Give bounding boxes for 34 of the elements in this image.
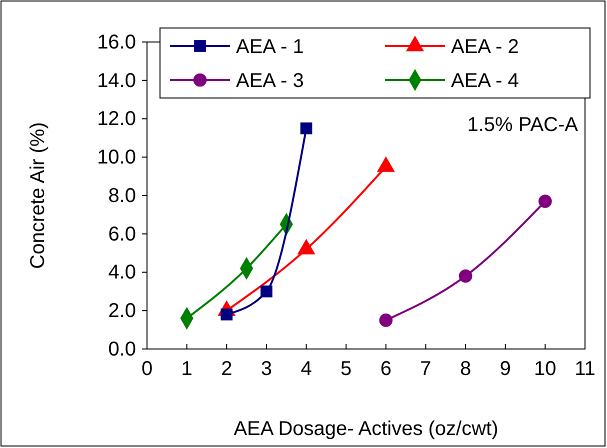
x-tick-label: 6 bbox=[380, 358, 392, 380]
y-tick-label: 10.0 bbox=[97, 146, 136, 169]
x-tick-label: 0 bbox=[141, 358, 153, 380]
x-tick-label: 8 bbox=[460, 358, 472, 380]
legend-label: AEA - 3 bbox=[236, 70, 304, 92]
y-tick-label: 2.0 bbox=[108, 300, 136, 322]
y-tick-label: 14.0 bbox=[97, 70, 136, 92]
y-tick-label: 16.0 bbox=[97, 31, 136, 54]
point bbox=[538, 194, 552, 208]
legend-label: AEA - 2 bbox=[451, 36, 519, 58]
point bbox=[300, 122, 312, 134]
y-axis-title: Concrete Air (%) bbox=[27, 122, 49, 269]
x-axis-title: AEA Dosage- Actives (oz/cwt) bbox=[234, 418, 498, 440]
annotation: 1.5% PAC-A bbox=[467, 114, 579, 136]
y-tick-label: 0.0 bbox=[108, 338, 136, 360]
x-tick-label: 4 bbox=[300, 358, 312, 380]
legend-label: AEA - 1 bbox=[236, 36, 304, 58]
x-tick-label: 9 bbox=[500, 358, 511, 380]
point bbox=[458, 269, 472, 283]
x-tick-label: 11 bbox=[574, 358, 596, 380]
x-tick-label: 10 bbox=[534, 358, 556, 380]
y-tick-label: 8.0 bbox=[108, 184, 136, 207]
x-tick-label: 5 bbox=[340, 358, 352, 380]
point bbox=[260, 286, 272, 298]
y-tick-label: 6.0 bbox=[108, 223, 136, 246]
point bbox=[220, 308, 233, 320]
point bbox=[379, 314, 393, 327]
x-tick-label: 2 bbox=[221, 358, 232, 380]
x-tick-label: 1 bbox=[181, 358, 192, 380]
legend-label: AEA - 4 bbox=[451, 70, 519, 92]
x-tick-label: 3 bbox=[260, 358, 272, 380]
x-tick-label: 7 bbox=[420, 358, 432, 380]
y-tick-label: 12.0 bbox=[97, 108, 136, 130]
y-tick-label: 4.0 bbox=[108, 262, 136, 284]
